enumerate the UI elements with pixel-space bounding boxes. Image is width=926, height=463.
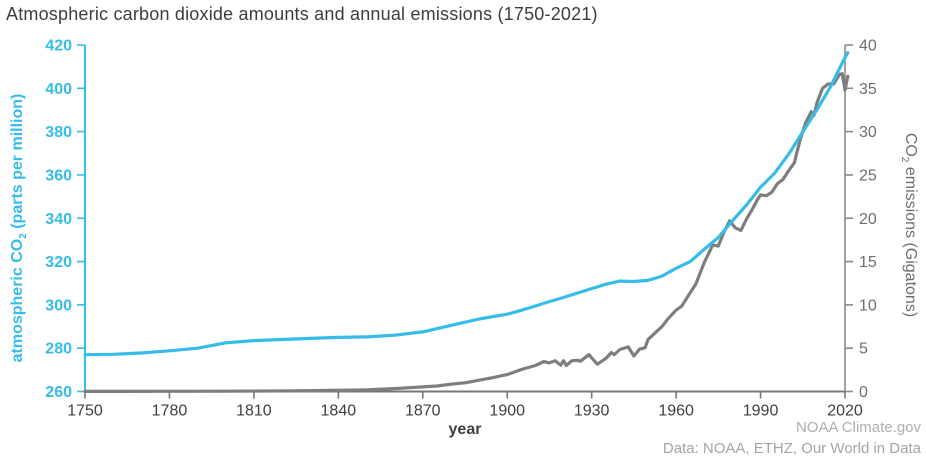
x-axis-title: year <box>448 421 482 438</box>
x-axis-tick-label: 1960 <box>658 403 694 420</box>
right-axis-tick-label: 10 <box>859 297 877 314</box>
right-axis-tick-label: 0 <box>859 384 868 401</box>
left-axis-title-suffix: (parts per million) <box>9 93 26 234</box>
left-axis-title-subscript: 2 <box>18 233 30 239</box>
right-axis-tick-label: 25 <box>859 167 877 184</box>
x-axis-tick-label: 1870 <box>405 403 441 420</box>
left-axis-tick-label: 420 <box>45 38 72 55</box>
right-axis-tick-label: 40 <box>859 38 877 55</box>
x-axis-tick-label: 1930 <box>574 403 610 420</box>
attribution-data-sources: Data: NOAA, ETHZ, Our World in Data <box>662 440 921 457</box>
emissions-line <box>83 71 850 393</box>
x-axis-tick-label: 1900 <box>489 403 525 420</box>
atmospheric-co2-line <box>83 50 850 357</box>
left-axis-tick-label: 360 <box>45 167 72 184</box>
right-axis-tick-label: 20 <box>859 211 877 228</box>
chart-title: Atmospheric carbon dioxide amounts and a… <box>6 4 598 24</box>
x-axis-tick-label: 1840 <box>321 403 357 420</box>
x-axis-tick-label: 1750 <box>67 403 103 420</box>
left-axis-tick-label: 340 <box>45 211 72 228</box>
x-axis-tick-label: 2020 <box>827 403 863 420</box>
right-axis-tick-label: 15 <box>859 254 877 271</box>
attribution-site: NOAA Climate.gov <box>795 419 921 436</box>
x-axis-tick-label: 1810 <box>236 403 272 420</box>
left-axis-tick-label: 380 <box>45 124 72 141</box>
left-axis-tick-label: 400 <box>45 81 72 98</box>
right-axis-title: CO2 emissions (Gigatons) <box>899 60 919 390</box>
right-axis-title-prefix: CO <box>902 132 919 157</box>
right-axis-tick-label: 30 <box>859 124 877 141</box>
right-axis-title-suffix: emissions (Gigatons) <box>902 162 919 318</box>
left-axis-title: atmospheric CO2 (parts per million) <box>9 63 29 393</box>
right-axis-tick-label: 35 <box>859 81 877 98</box>
attribution: NOAA Climate.gov Data: NOAA, ETHZ, Our W… <box>663 417 921 459</box>
left-axis-title-prefix: atmospheric CO <box>9 238 26 363</box>
x-axis-tick-label: 1990 <box>743 403 779 420</box>
left-axis-tick-label: 300 <box>45 297 72 314</box>
left-axis-tick-label: 260 <box>45 384 72 401</box>
left-axis-tick-label: 320 <box>45 254 72 271</box>
left-axis-tick-label: 280 <box>45 341 72 358</box>
x-axis-tick-label: 1780 <box>152 403 188 420</box>
right-axis-tick-label: 5 <box>859 341 868 358</box>
